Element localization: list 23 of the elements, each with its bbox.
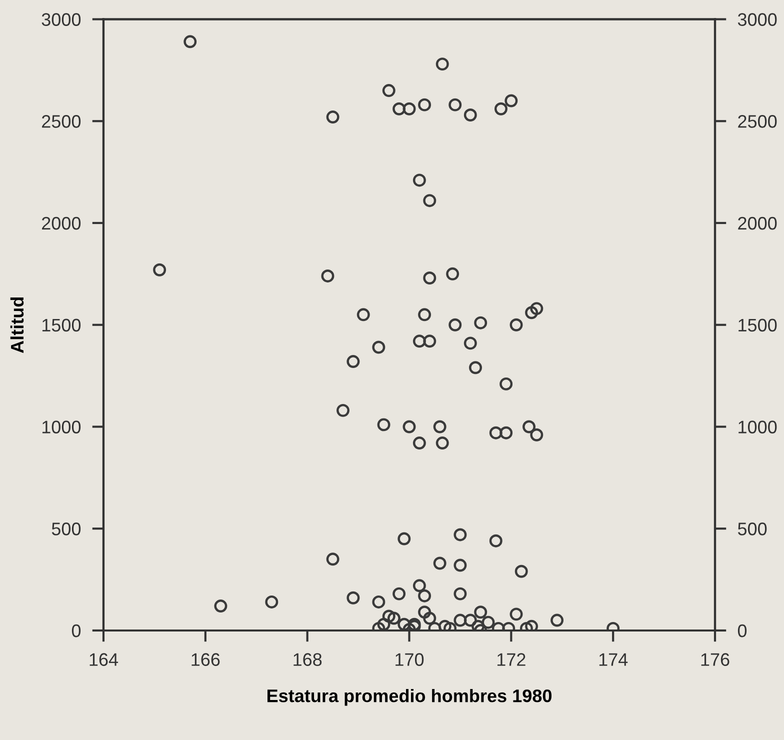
x-tick-label: 174 bbox=[599, 653, 628, 666]
x-tick-label: 164 bbox=[90, 653, 118, 666]
x-tick-label: 166 bbox=[192, 653, 220, 666]
y-tick-label: 2500 bbox=[42, 115, 81, 128]
y2-tick-label: 500 bbox=[738, 522, 767, 536]
y-tick-label: 2000 bbox=[42, 216, 81, 230]
x-axis-title: Estatura promedio hombres 1980 bbox=[267, 688, 552, 706]
x-tick-label: 168 bbox=[294, 653, 322, 666]
y-tick-label: 3000 bbox=[42, 13, 81, 26]
x-tick-label: 170 bbox=[396, 653, 424, 666]
y2-tick-label: 2500 bbox=[738, 115, 777, 128]
y-tick-label: 1000 bbox=[42, 420, 81, 434]
y2-tick-label: 2000 bbox=[738, 216, 777, 230]
y2-tick-label: 3000 bbox=[738, 13, 777, 26]
y-tick-label: 1500 bbox=[42, 318, 81, 332]
x-tick-label: 172 bbox=[497, 653, 526, 666]
x-tick-label: 176 bbox=[701, 653, 730, 666]
y-tick-label: 500 bbox=[52, 522, 81, 536]
y2-tick-label: 1500 bbox=[738, 318, 777, 332]
y-tick-label: 0 bbox=[72, 624, 81, 638]
y2-tick-label: 1000 bbox=[738, 420, 777, 434]
y-axis-title: Altitud bbox=[10, 297, 24, 353]
y2-tick-label: 0 bbox=[738, 624, 747, 638]
